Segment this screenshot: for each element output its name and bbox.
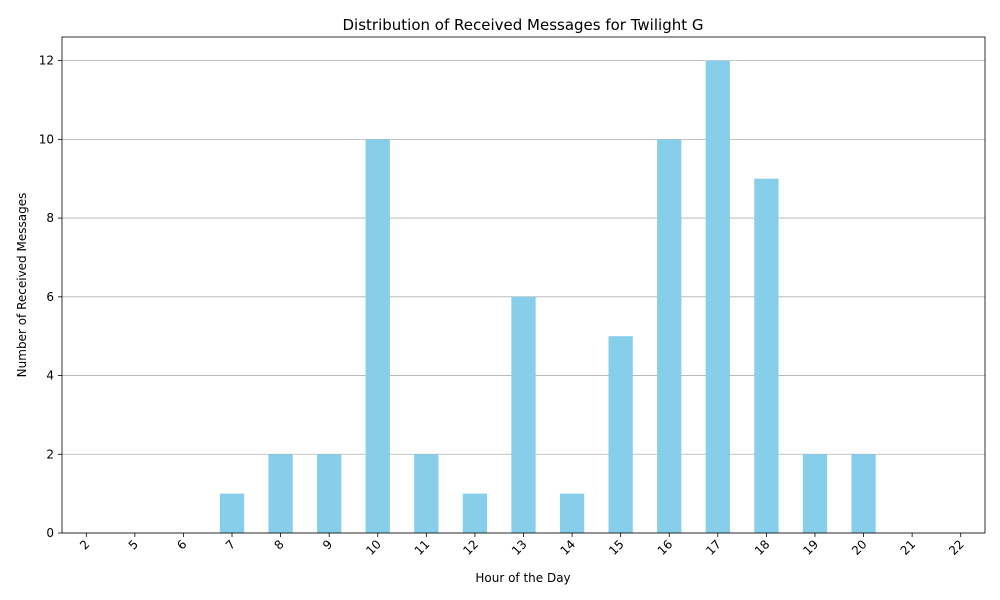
y-tick-label: 12	[39, 54, 54, 68]
y-tick-label: 0	[46, 526, 54, 540]
bar-hour-14	[559, 493, 585, 533]
bar-hour-7	[219, 493, 245, 533]
y-tick-label: 2	[46, 447, 54, 461]
x-tick-label: 9	[320, 537, 335, 552]
x-tick-label: 22	[946, 537, 967, 558]
x-tick-label: 14	[557, 537, 578, 558]
y-tick-label: 10	[39, 132, 54, 146]
bars	[219, 60, 876, 533]
x-tick-label: 11	[412, 537, 433, 558]
x-tick-label: 7	[223, 537, 238, 552]
x-tick-label: 10	[363, 537, 384, 558]
x-tick-label: 15	[606, 537, 627, 558]
x-tick-label: 12	[460, 537, 481, 558]
x-tick-label: 13	[509, 537, 530, 558]
chart-title: Distribution of Received Messages for Tw…	[343, 16, 704, 34]
x-axis-ticks: 2 5 6 7 8 9 10 11 12 13 14 15 16 17 18 19 20 21 22	[77, 533, 967, 558]
x-axis-label: Hour of the Day	[475, 571, 570, 585]
bar-hour-11	[414, 454, 439, 533]
bar-hour-10	[365, 139, 390, 533]
bar-hour-9	[317, 454, 342, 533]
y-axis-label: Number of Received Messages	[15, 193, 29, 378]
x-tick-label: 8	[271, 537, 286, 552]
bar-hour-18	[754, 178, 779, 533]
x-tick-label: 21	[898, 537, 919, 558]
bar-hour-16	[657, 139, 682, 533]
y-tick-label: 8	[46, 211, 54, 225]
bar-hour-19	[802, 454, 828, 533]
bar-hour-17	[705, 60, 730, 533]
y-axis-ticks: 0 2 4 6 8 10 12	[39, 54, 62, 540]
bar-hour-15	[608, 336, 633, 533]
y-tick-label: 4	[46, 369, 54, 383]
x-tick-label: 18	[752, 537, 773, 558]
bar-hour-12	[462, 493, 488, 533]
bar-hour-20	[851, 454, 876, 533]
y-tick-label: 6	[46, 290, 54, 304]
x-tick-label: 6	[174, 537, 189, 552]
bar-hour-8	[268, 454, 293, 533]
x-tick-label: 5	[126, 537, 141, 552]
x-tick-label: 2	[77, 537, 92, 552]
x-tick-label: 16	[655, 537, 676, 558]
x-tick-label: 17	[703, 537, 724, 558]
bar-hour-13	[511, 296, 536, 533]
x-tick-label: 19	[800, 537, 821, 558]
x-tick-label: 20	[849, 537, 870, 558]
